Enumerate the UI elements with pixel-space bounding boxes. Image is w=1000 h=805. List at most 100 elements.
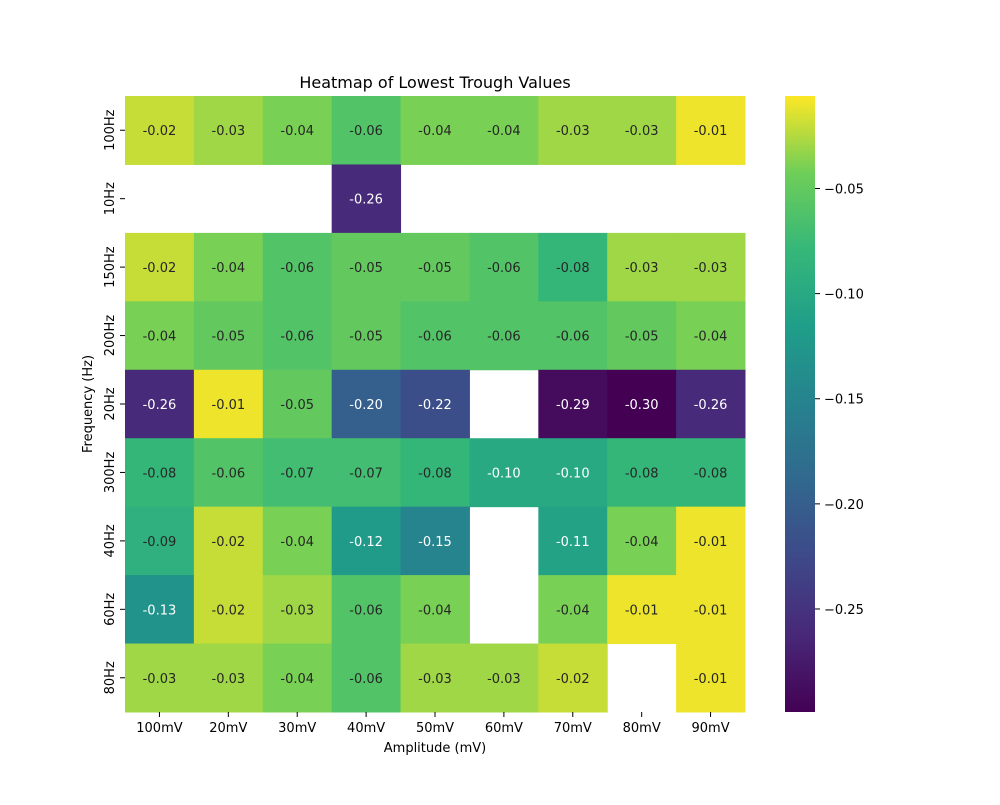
cell-value-label: -0.04	[694, 330, 728, 345]
cell-value-label: -0.06	[212, 466, 246, 481]
cell-value-label: -0.01	[694, 124, 728, 139]
heatmap-cell-labels: -0.02 -0.03 -0.04 -0.06 -0.04 -0.04 -0.03 -0.03…	[143, 124, 728, 687]
heatmap-cell	[125, 301, 195, 371]
cell-value-label: -0.02	[212, 535, 246, 550]
cell-value-label: -0.01	[694, 535, 728, 550]
y-axis-label: Frequency (Hz)	[81, 355, 96, 453]
y-tick-label: 20Hz	[103, 387, 118, 420]
heatmap-cell	[676, 369, 746, 439]
cell-value-label: -0.03	[212, 672, 246, 687]
cell-value-label: -0.04	[212, 261, 246, 276]
cell-value-label: -0.13	[143, 603, 177, 618]
cell-value-label: -0.08	[625, 466, 659, 481]
cell-value-label: -0.30	[625, 398, 659, 413]
heatmap-cell	[676, 96, 746, 165]
y-tick-label: 40Hz	[103, 524, 118, 557]
colorbar-tick-label: −0.25	[824, 603, 864, 618]
heatmap-cell	[331, 301, 402, 371]
y-tick-label: 80Hz	[103, 661, 118, 694]
heatmap-cell	[193, 575, 264, 645]
heatmap-cell	[469, 301, 539, 371]
heatmap-cell	[331, 369, 402, 439]
heatmap-cell	[262, 643, 333, 713]
cell-value-label: -0.03	[625, 261, 659, 276]
heatmap-cell	[607, 506, 677, 576]
heatmap-cell	[676, 506, 746, 576]
x-tick-label: 80mV	[623, 721, 661, 736]
cell-value-label: -0.06	[349, 603, 383, 618]
cell-value-label: -0.05	[212, 330, 246, 345]
cell-value-label: -0.06	[349, 672, 383, 687]
heatmap-cell	[400, 369, 470, 439]
x-tick-label: 60mV	[485, 721, 523, 736]
heatmap-cell	[538, 438, 608, 508]
heatmap-cell	[538, 643, 608, 713]
x-tick-label: 90mV	[692, 721, 730, 736]
heatmap-cell	[469, 643, 539, 713]
heatmap-cell	[400, 438, 470, 508]
colorbar: −0.05 −0.10 −0.15 −0.20 −0.25	[785, 96, 864, 712]
y-tick-label: 60Hz	[103, 593, 118, 626]
cell-value-label: -0.02	[143, 124, 177, 139]
colorbar-tick-label: −0.10	[824, 288, 864, 303]
cell-value-label: -0.06	[556, 330, 590, 345]
cell-value-label: -0.03	[212, 124, 246, 139]
heatmap-cell	[193, 506, 264, 576]
cell-value-label: -0.06	[487, 330, 521, 345]
cell-value-label: -0.26	[694, 398, 728, 413]
heatmap-cell	[607, 438, 677, 508]
cell-value-label: -0.06	[349, 124, 383, 139]
heatmap-cell	[331, 232, 402, 302]
cell-value-label: -0.02	[143, 261, 177, 276]
heatmap-cell	[193, 232, 264, 302]
cell-value-label: -0.06	[418, 330, 452, 345]
heatmap-cell	[125, 232, 195, 302]
heatmap-cell	[193, 438, 264, 508]
x-tick-label: 70mV	[554, 721, 592, 736]
colorbar-gradient	[785, 96, 815, 712]
cell-value-label: -0.05	[280, 398, 314, 413]
heatmap-cell	[125, 438, 195, 508]
cell-value-label: -0.05	[418, 261, 452, 276]
x-axis: 100mV 20mV 30mV 40mV 50mV 60mV 70mV 80mV 90mV	[136, 712, 730, 736]
heatmap-cell	[607, 575, 677, 645]
cell-value-label: -0.04	[280, 672, 314, 687]
cell-value-label: -0.03	[280, 603, 314, 618]
chart-title: Heatmap of Lowest Trough Values	[299, 73, 570, 92]
heatmap-cell	[331, 96, 402, 165]
cell-value-label: -0.03	[556, 124, 590, 139]
y-axis: 100Hz 10Hz 150Hz 200Hz 20Hz 300Hz 40Hz 60Hz 80Hz	[103, 109, 125, 694]
heatmap-cell	[676, 301, 746, 371]
cell-value-label: -0.01	[694, 672, 728, 687]
heatmap-cell	[469, 96, 539, 165]
heatmap-cell	[400, 96, 470, 165]
cell-value-label: -0.06	[487, 261, 521, 276]
heatmap-cell	[607, 232, 677, 302]
heatmap-cell	[607, 301, 677, 371]
heatmap-cell	[125, 506, 195, 576]
heatmap-cell	[469, 232, 539, 302]
heatmap-cell	[331, 438, 402, 508]
colorbar-tick-label: −0.15	[824, 393, 864, 408]
cell-value-label: -0.12	[349, 535, 383, 550]
cell-value-label: -0.04	[418, 124, 452, 139]
y-tick-label: 150Hz	[103, 246, 118, 288]
heatmap-cell	[262, 438, 333, 508]
heatmap-cell	[262, 301, 333, 371]
heatmap-cell	[193, 96, 264, 165]
cell-value-label: -0.10	[556, 466, 590, 481]
x-tick-label: 30mV	[278, 721, 316, 736]
cell-value-label: -0.26	[143, 398, 177, 413]
heatmap-cell	[262, 575, 333, 645]
heatmap-cell	[193, 369, 264, 439]
heatmap-cell	[331, 575, 402, 645]
heatmap-cell	[538, 96, 608, 165]
cell-value-label: -0.10	[487, 466, 521, 481]
cell-value-label: -0.03	[418, 672, 452, 687]
heatmap-cell	[262, 506, 333, 576]
heatmap-cell	[125, 369, 195, 439]
heatmap-cell	[607, 96, 677, 165]
x-tick-label: 20mV	[209, 721, 247, 736]
cell-value-label: -0.03	[625, 124, 659, 139]
